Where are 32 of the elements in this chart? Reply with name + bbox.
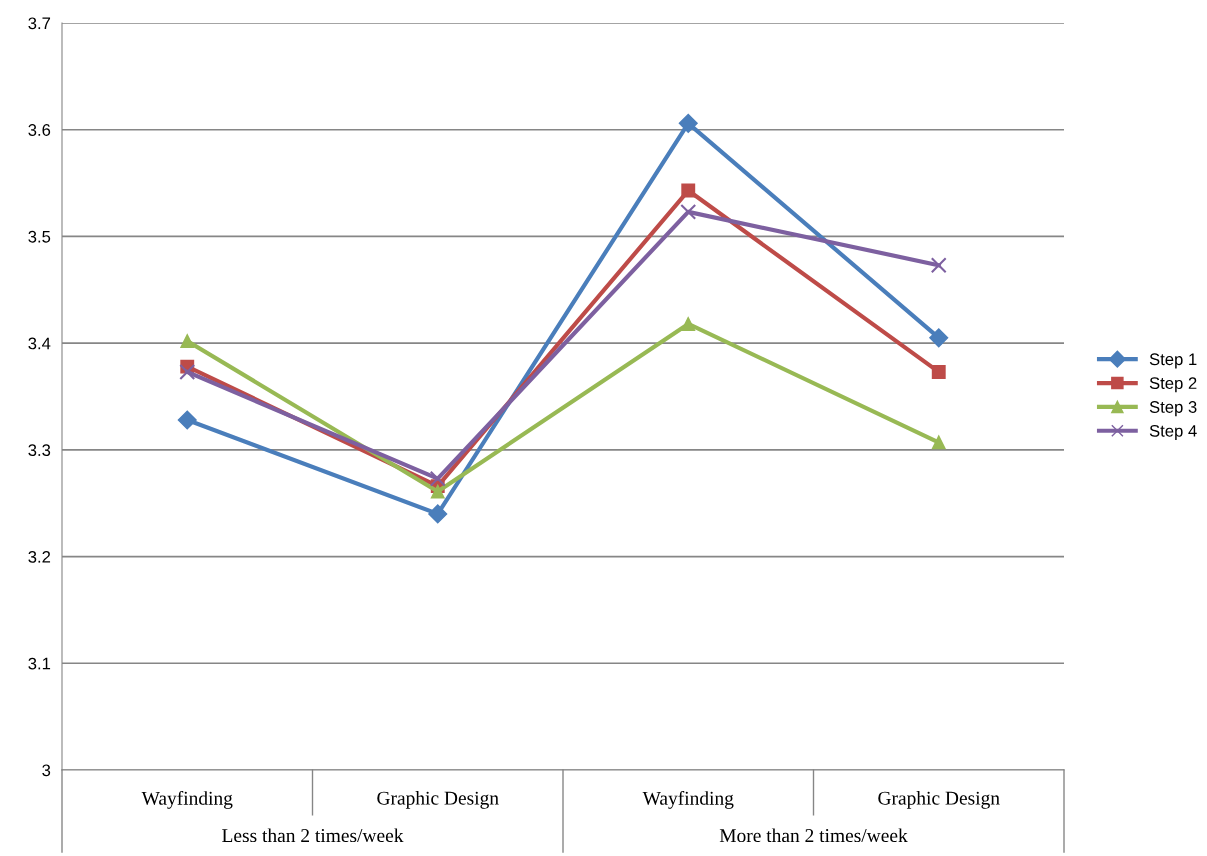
text: Less than 2 times/week	[222, 828, 404, 843]
y-tick-label: 3.4	[28, 337, 51, 350]
point	[930, 257, 947, 274]
x-tick-label: Graphic Design	[377, 791, 499, 809]
legend-label: Step 2	[1149, 377, 1197, 393]
y-tick-label: 3.5	[28, 230, 51, 243]
point	[428, 504, 448, 524]
x-tick-label: Graphic Design	[878, 791, 1000, 809]
y-tick-label: 3.6	[28, 124, 51, 136]
y-tick-label: 3.7	[28, 17, 51, 30]
y-tick-label: 3	[42, 764, 51, 777]
point	[177, 410, 197, 430]
point	[929, 328, 949, 348]
x-tick-label: Wayfinding	[141, 790, 233, 809]
point	[678, 113, 698, 133]
point	[931, 435, 946, 450]
point	[681, 316, 696, 331]
point	[179, 363, 196, 380]
legend-label: Step 3	[1149, 401, 1197, 417]
point	[180, 334, 195, 348]
point	[680, 203, 697, 220]
point	[681, 183, 696, 198]
legend-label: Step 1	[1149, 353, 1197, 369]
point	[931, 365, 946, 379]
y-tick-label: 3.2	[28, 550, 51, 563]
y-tick-label: 3.3	[28, 444, 51, 457]
text: More than 2 times/week	[719, 828, 908, 843]
y-tick-label: 3.1	[28, 657, 51, 670]
point	[430, 484, 445, 499]
legend-label: Step 4	[1149, 424, 1197, 441]
point	[429, 470, 446, 487]
x-tick-label: Wayfinding	[642, 790, 734, 809]
